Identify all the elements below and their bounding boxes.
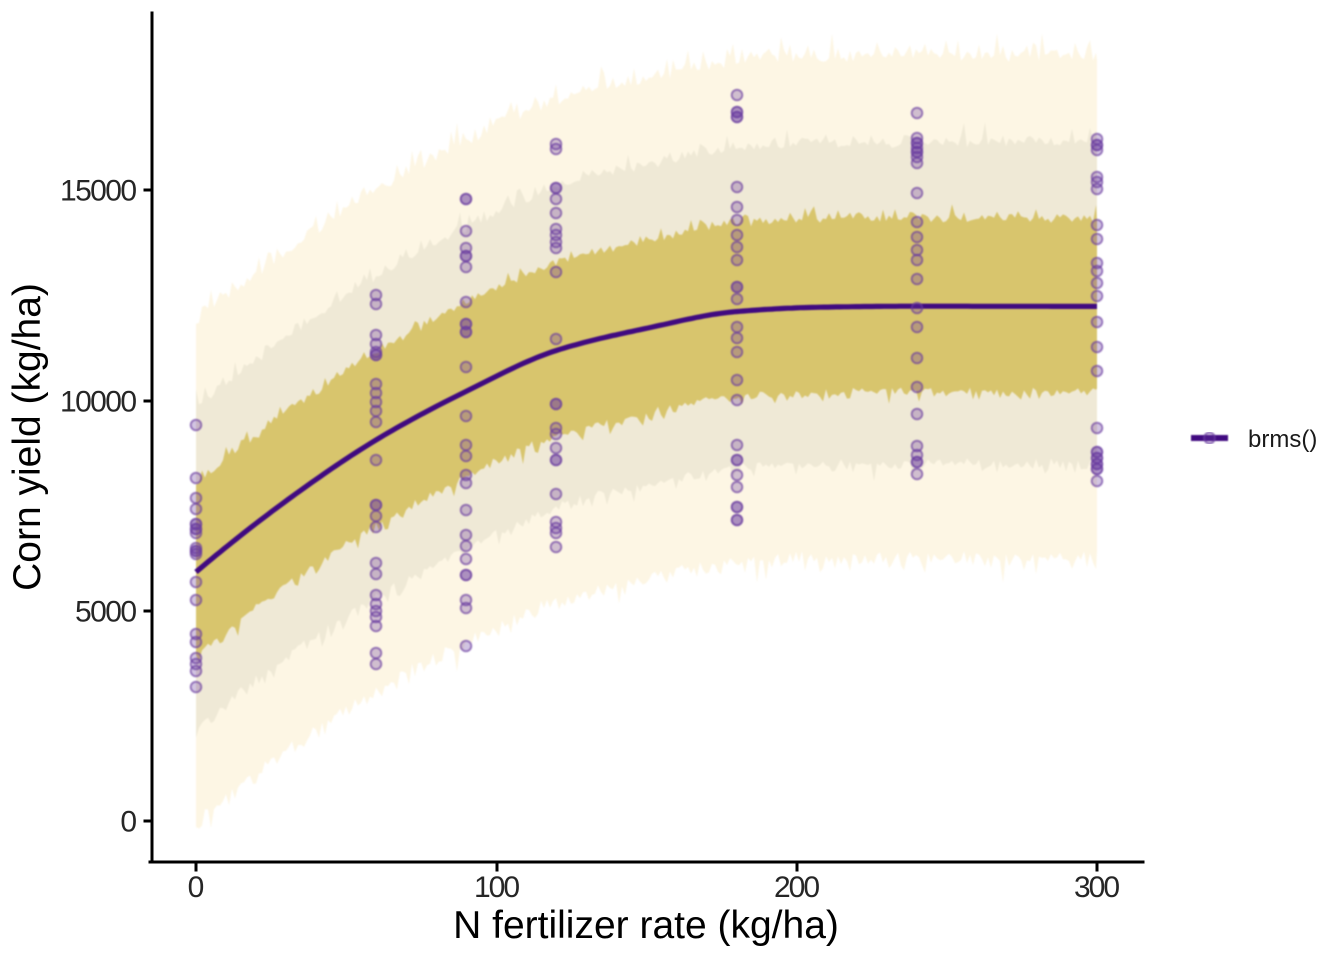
svg-text:200: 200	[774, 871, 820, 904]
svg-text:15000: 15000	[60, 175, 137, 208]
svg-text:0: 0	[188, 871, 205, 904]
svg-text:5000: 5000	[75, 596, 137, 629]
svg-text:brms(): brms()	[1248, 426, 1317, 453]
svg-text:Corn yield (kg/ha): Corn yield (kg/ha)	[6, 283, 49, 591]
svg-text:100: 100	[474, 871, 520, 904]
svg-text:0: 0	[120, 806, 137, 839]
svg-text:N fertilizer rate (kg/ha): N fertilizer rate (kg/ha)	[453, 904, 839, 947]
svg-text:300: 300	[1074, 871, 1120, 904]
svg-text:10000: 10000	[60, 386, 137, 419]
